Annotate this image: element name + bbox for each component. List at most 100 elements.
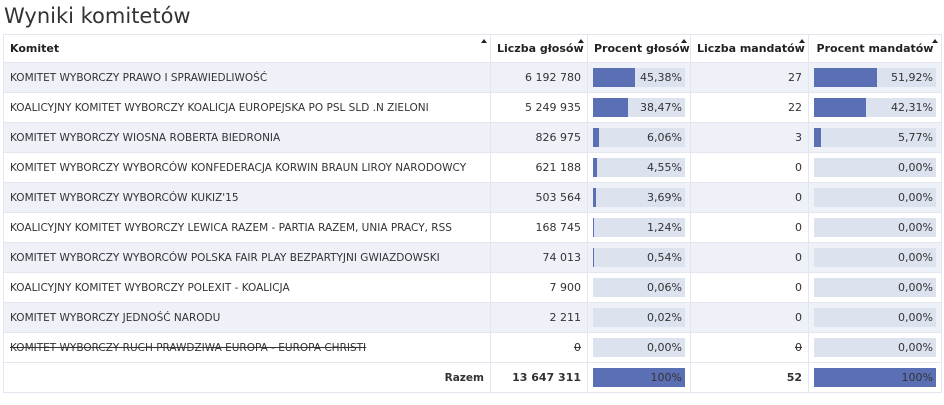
percent-cell: 0,06% bbox=[587, 272, 691, 303]
number-cell: 0 bbox=[690, 272, 809, 303]
number-cell: 503 564 bbox=[490, 182, 588, 213]
percent-label: 0,02% bbox=[647, 311, 682, 324]
percent-bar-track: 51,92% bbox=[814, 68, 936, 87]
percent-cell: 0,00% bbox=[808, 212, 942, 243]
committee-name: KOMITET WYBORCZY WYBORCÓW KUKIZ'15 bbox=[3, 182, 491, 213]
number-cell: 0 bbox=[690, 182, 809, 213]
percent-label: 0,00% bbox=[898, 191, 933, 204]
percent-label: 0,00% bbox=[898, 311, 933, 324]
percent-label: 51,92% bbox=[891, 71, 933, 84]
percent-bar-track: 42,31% bbox=[814, 98, 936, 117]
result-row: KOMITET WYBORCZY PRAWO I SPRAWIEDLIWOŚĆ 6… bbox=[3, 62, 942, 93]
percent-cell: 6,06% bbox=[587, 122, 691, 153]
result-row: KOMITET WYBORCZY WIOSNA ROBERTA BIEDRONI… bbox=[3, 122, 942, 153]
percent-bar-track: 0,00% bbox=[814, 218, 936, 237]
percent-bar-track: 1,24% bbox=[593, 218, 685, 237]
result-row: KOMITET WYBORCZY RUCH PRAWDZIWA EUROPA -… bbox=[3, 332, 942, 363]
number-cell: 0 bbox=[690, 302, 809, 333]
percent-label: 0,00% bbox=[898, 221, 933, 234]
number-cell: 3 bbox=[690, 122, 809, 153]
percent-bar bbox=[593, 218, 595, 237]
percent-bar-track: 6,06% bbox=[593, 128, 685, 147]
percent-cell: 100% bbox=[808, 362, 942, 393]
percent-label: 1,24% bbox=[647, 221, 682, 234]
percent-label: 0,00% bbox=[647, 341, 682, 354]
result-row: KOALICYJNY KOMITET WYBORCZY LEWICA RAZEM… bbox=[3, 212, 942, 243]
column-header[interactable]: Liczba głosów bbox=[490, 34, 588, 63]
column-header[interactable]: Komitet bbox=[3, 34, 491, 63]
number-cell: 22 bbox=[690, 92, 809, 123]
percent-bar-track: 0,02% bbox=[593, 308, 685, 327]
column-header[interactable]: Liczba mandatów bbox=[690, 34, 809, 63]
committee-name: KOMITET WYBORCZY PRAWO I SPRAWIEDLIWOŚĆ bbox=[3, 62, 491, 93]
result-row: KOALICYJNY KOMITET WYBORCZY POLEXIT - KO… bbox=[3, 272, 942, 303]
percent-cell: 45,38% bbox=[587, 62, 691, 93]
number-cell: 0 bbox=[690, 212, 809, 243]
percent-cell: 0,00% bbox=[808, 332, 942, 363]
percent-cell: 0,00% bbox=[808, 152, 942, 183]
percent-label: 45,38% bbox=[640, 71, 682, 84]
number-cell: 2 211 bbox=[490, 302, 588, 333]
number-cell: 0 bbox=[690, 152, 809, 183]
committee-name: KOMITET WYBORCZY RUCH PRAWDZIWA EUROPA -… bbox=[3, 332, 491, 363]
percent-bar-track: 0,00% bbox=[814, 248, 936, 267]
column-header[interactable]: Procent mandatów bbox=[808, 34, 942, 63]
result-row: KOMITET WYBORCZY JEDNOŚĆ NARODU 2 211 0,02… bbox=[3, 302, 942, 333]
results-table: Komitet Liczba głosów Procent głosów Liczba… bbox=[3, 34, 942, 393]
percent-bar-track: 4,55% bbox=[593, 158, 685, 177]
percent-bar-track: 100% bbox=[593, 368, 685, 387]
percent-bar-track: 0,00% bbox=[814, 308, 936, 327]
percent-bar bbox=[814, 128, 822, 147]
percent-bar-track: 5,77% bbox=[814, 128, 936, 147]
percent-bar bbox=[814, 68, 878, 87]
percent-bar bbox=[593, 368, 685, 387]
percent-label: 0,00% bbox=[898, 161, 933, 174]
percent-bar-track: 0,00% bbox=[814, 278, 936, 297]
percent-bar-track: 38,47% bbox=[593, 98, 685, 117]
percent-cell: 38,47% bbox=[587, 92, 691, 123]
committee-name: KOALICYJNY KOMITET WYBORCZY POLEXIT - KO… bbox=[3, 272, 491, 303]
percent-label: 0,00% bbox=[898, 341, 933, 354]
percent-cell: 4,55% bbox=[587, 152, 691, 183]
percent-cell: 0,00% bbox=[808, 272, 942, 303]
percent-cell: 0,00% bbox=[808, 302, 942, 333]
header-row: Komitet Liczba głosów Procent głosów Liczba… bbox=[3, 34, 942, 63]
percent-bar bbox=[593, 68, 635, 87]
percent-cell: 42,31% bbox=[808, 92, 942, 123]
percent-bar bbox=[593, 188, 597, 207]
number-cell: 621 188 bbox=[490, 152, 588, 183]
result-row: KOALICYJNY KOMITET WYBORCZY KOALICJA EUR… bbox=[3, 92, 942, 123]
percent-label: 0,00% bbox=[898, 281, 933, 294]
percent-bar-track: 0,06% bbox=[593, 278, 685, 297]
percent-bar-track: 0,54% bbox=[593, 248, 685, 267]
percent-label: 38,47% bbox=[640, 101, 682, 114]
percent-label: 3,69% bbox=[647, 191, 682, 204]
percent-cell: 3,69% bbox=[587, 182, 691, 213]
number-cell: 0 bbox=[690, 332, 809, 363]
number-cell: 27 bbox=[690, 62, 809, 93]
percent-bar-track: 100% bbox=[814, 368, 936, 387]
result-row: KOMITET WYBORCZY WYBORCÓW KONFEDERACJA K… bbox=[3, 152, 942, 183]
percent-bar bbox=[593, 128, 599, 147]
percent-label: 5,77% bbox=[898, 131, 933, 144]
column-header[interactable]: Procent głosów bbox=[587, 34, 691, 63]
percent-cell: 0,00% bbox=[587, 332, 691, 363]
percent-cell: 0,54% bbox=[587, 242, 691, 273]
number-cell: 826 975 bbox=[490, 122, 588, 153]
number-cell: 5 249 935 bbox=[490, 92, 588, 123]
percent-bar bbox=[593, 158, 598, 177]
number-cell: 0 bbox=[690, 242, 809, 273]
percent-bar-track: 0,00% bbox=[814, 338, 936, 357]
percent-label: 0,06% bbox=[647, 281, 682, 294]
percent-bar-track: 0,00% bbox=[814, 158, 936, 177]
result-row: KOMITET WYBORCZY WYBORCÓW POLSKA FAIR PL… bbox=[3, 242, 942, 273]
committee-name: KOMITET WYBORCZY JEDNOŚĆ NARODU bbox=[3, 302, 491, 333]
percent-label: 100% bbox=[901, 371, 933, 384]
result-row: KOMITET WYBORCZY WYBORCÓW KUKIZ'15 503 56… bbox=[3, 182, 942, 213]
percent-bar-track: 3,69% bbox=[593, 188, 685, 207]
percent-cell: 100% bbox=[587, 362, 691, 393]
number-cell: 0 bbox=[490, 332, 588, 363]
number-cell: 168 745 bbox=[490, 212, 588, 243]
